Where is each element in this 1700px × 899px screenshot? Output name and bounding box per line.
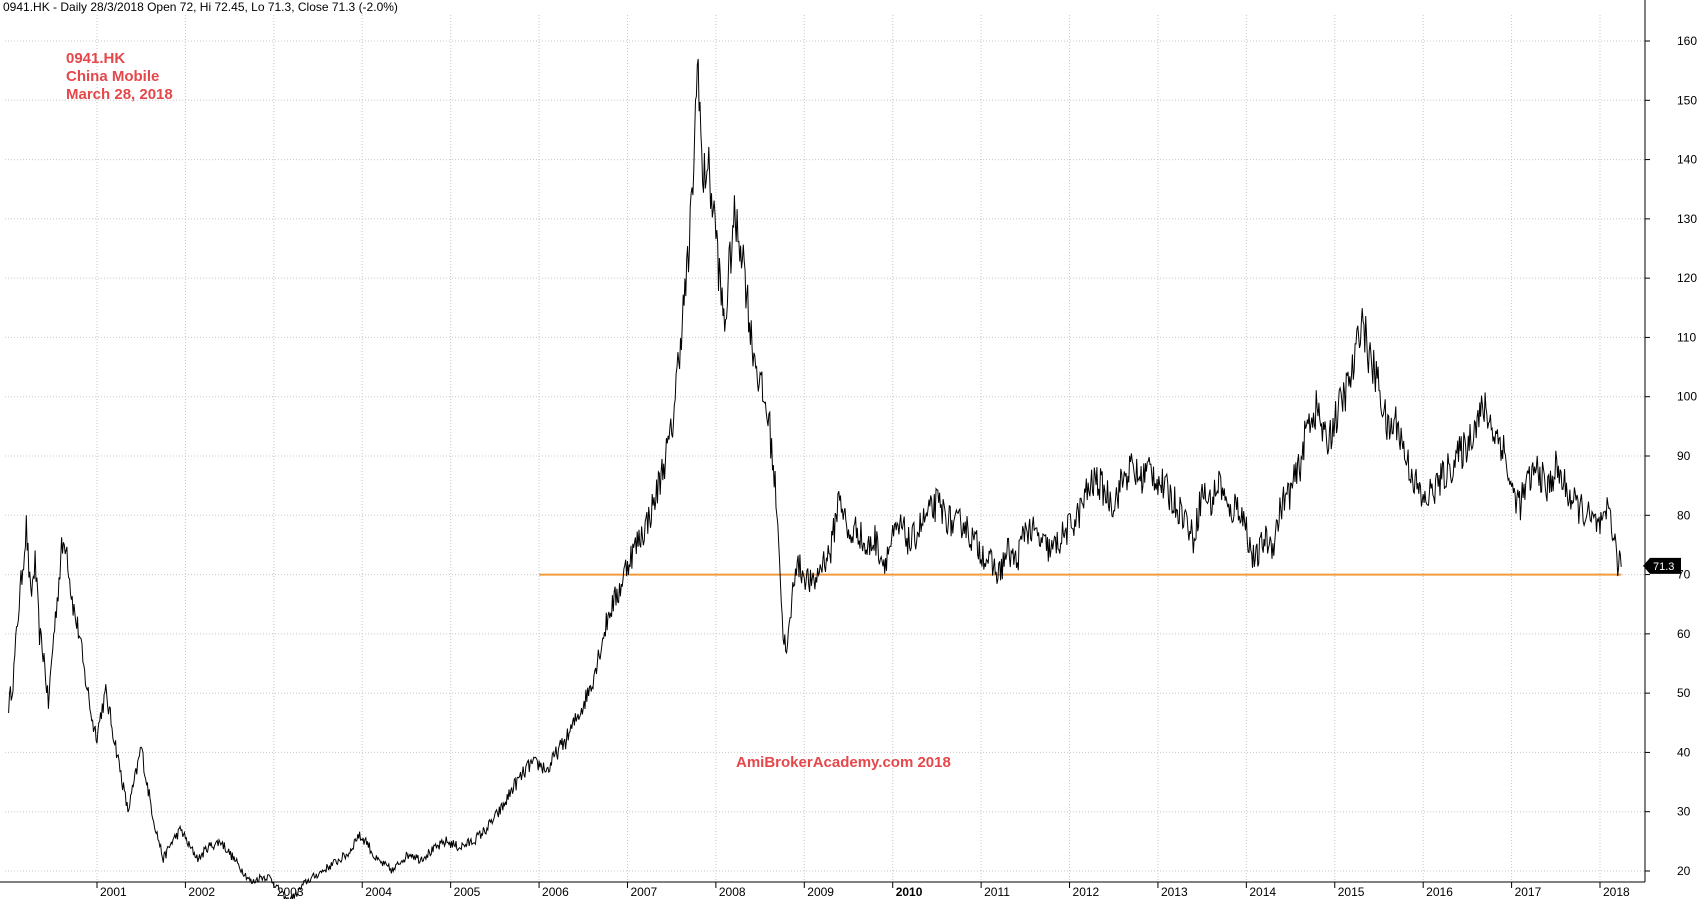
y-tick-label: 110 <box>1677 330 1696 344</box>
y-tick-label: 150 <box>1677 93 1697 107</box>
x-tick-label: 2008 <box>719 885 746 899</box>
y-tick-label: 140 <box>1677 153 1697 167</box>
x-tick-label: 2004 <box>365 885 392 899</box>
y-gridlines <box>5 40 1645 872</box>
x-tick-label: 2016 <box>1426 885 1453 899</box>
x-tick-label: 2002 <box>188 885 215 899</box>
last-price-tag-background <box>1643 557 1681 574</box>
watermark-text: AmiBrokerAcademy.com 2018 <box>736 754 951 771</box>
x-tick-label: 2013 <box>1161 885 1188 899</box>
y-tick-label: 50 <box>1677 686 1691 700</box>
y-tick-label: 20 <box>1677 864 1691 878</box>
y-tick-label: 30 <box>1677 805 1691 819</box>
x-tick-label: 2001 <box>100 885 127 899</box>
y-tick-label: 100 <box>1677 390 1697 404</box>
y-tick-label: 40 <box>1677 745 1691 759</box>
annotation-company: China Mobile <box>66 68 160 85</box>
x-tick-label: 2017 <box>1515 885 1542 899</box>
x-tick-label: 2005 <box>454 885 481 899</box>
annotation-ticker: 0941.HK <box>66 50 126 67</box>
x-tick-label: 2014 <box>1249 885 1276 899</box>
chart-annotation: 0941.HK China Mobile March 28, 2018 <box>66 50 173 104</box>
y-tick-label: 60 <box>1677 627 1691 641</box>
annotation-date: March 28, 2018 <box>66 86 173 103</box>
last-price-tag: 71.3 <box>1643 557 1681 574</box>
price-series-line[interactable] <box>8 58 1622 899</box>
x-tick-label: 2015 <box>1338 885 1365 899</box>
y-tick-label: 120 <box>1677 271 1697 285</box>
x-axis-ticks: 2001 2002 2003 2004 2005 2006 2007 2008 2009 2010… <box>96 882 1630 899</box>
y-tick-label: 160 <box>1677 34 1697 48</box>
x-tick-label: 2006 <box>542 885 569 899</box>
x-tick-label: 2010 <box>896 885 923 899</box>
y-tick-label: 130 <box>1677 212 1697 226</box>
x-tick-label: 2011 <box>984 885 1010 899</box>
chart-header: 0941.HK - Daily 28/3/2018 Open 72, Hi 72… <box>3 0 398 14</box>
x-tick-label: 2018 <box>1603 885 1630 899</box>
x-tick-label: 2012 <box>1073 885 1100 899</box>
x-tick-label: 2007 <box>630 885 657 899</box>
last-price-label: 71.3 <box>1653 561 1674 573</box>
y-tick-label: 90 <box>1677 449 1691 463</box>
x-tick-label: 2009 <box>807 885 834 899</box>
y-tick-label: 80 <box>1677 508 1691 522</box>
